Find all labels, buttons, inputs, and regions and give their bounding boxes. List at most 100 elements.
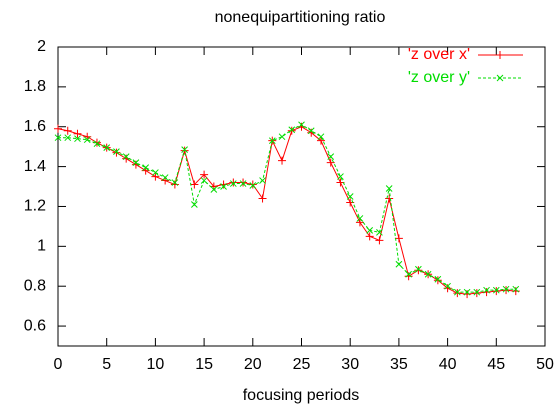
legend-label: 'z over y' <box>408 69 470 86</box>
point-marker <box>433 276 442 285</box>
point-marker <box>415 265 422 273</box>
point-marker <box>258 194 267 203</box>
point-marker <box>63 126 72 135</box>
y-tick-label: 1.6 <box>24 118 46 135</box>
series-line <box>58 124 516 293</box>
x-tick-label: 40 <box>439 356 457 373</box>
point-marker <box>327 153 335 160</box>
point-marker <box>511 287 520 296</box>
point-marker <box>307 127 315 135</box>
point-marker <box>317 133 325 141</box>
point-marker <box>152 169 159 176</box>
x-tick-label: 30 <box>341 356 359 373</box>
point-marker <box>259 177 266 184</box>
x-tick-label: 45 <box>487 356 505 373</box>
chart-title: nonequipartitioning ratio <box>215 9 386 26</box>
point-marker <box>316 136 325 145</box>
point-marker <box>190 180 199 189</box>
point-marker <box>502 286 511 295</box>
point-marker <box>113 148 120 156</box>
point-marker <box>220 183 227 190</box>
point-marker <box>356 215 364 222</box>
point-marker <box>472 289 481 298</box>
point-marker <box>385 194 394 203</box>
x-tick-label: 35 <box>390 356 408 373</box>
point-marker <box>249 182 257 189</box>
x-tick-label: 50 <box>536 356 554 373</box>
point-marker <box>64 134 72 142</box>
point-marker <box>483 286 490 294</box>
point-marker <box>142 164 150 171</box>
point-marker <box>453 288 461 296</box>
x-tick-label: 20 <box>244 356 262 373</box>
x-tick-label: 15 <box>195 356 213 373</box>
point-marker <box>54 124 62 133</box>
point-marker <box>83 136 91 144</box>
point-marker <box>181 146 188 154</box>
point-marker <box>365 232 374 241</box>
point-marker <box>103 144 111 152</box>
point-marker <box>298 121 305 129</box>
y-tick-label: 0.8 <box>24 277 46 294</box>
point-marker <box>229 178 238 187</box>
point-marker <box>404 272 413 281</box>
point-marker <box>453 289 462 298</box>
point-marker <box>492 286 500 294</box>
point-marker <box>278 156 287 165</box>
point-marker <box>414 266 423 275</box>
x-tick-label: 10 <box>147 356 165 373</box>
point-marker <box>191 201 198 208</box>
point-marker <box>297 122 306 131</box>
legend-marker <box>496 74 504 82</box>
point-marker <box>122 153 130 160</box>
point-marker <box>463 288 471 296</box>
point-marker <box>502 285 510 293</box>
point-marker <box>171 179 179 186</box>
point-marker <box>385 185 393 192</box>
y-tick-label: 2 <box>37 38 46 55</box>
point-marker <box>287 126 296 135</box>
point-marker <box>355 218 364 227</box>
point-marker <box>278 133 286 141</box>
point-marker <box>366 227 374 234</box>
point-marker <box>229 180 237 187</box>
point-marker <box>288 126 296 134</box>
legend-label: 'z over x' <box>408 46 470 63</box>
point-marker <box>405 270 412 278</box>
y-tick-label: 0.6 <box>24 317 46 334</box>
y-tick-label: 1.8 <box>24 78 46 95</box>
y-tick-label: 1.4 <box>24 158 46 175</box>
point-marker <box>200 170 209 179</box>
point-marker <box>200 177 208 184</box>
x-tick-label: 0 <box>54 356 63 373</box>
point-marker <box>492 287 501 296</box>
point-marker <box>248 180 257 189</box>
point-marker <box>473 288 481 296</box>
point-marker <box>444 282 451 290</box>
legend-marker <box>496 51 504 59</box>
point-marker <box>482 288 491 297</box>
point-marker <box>376 229 383 236</box>
point-marker <box>74 135 81 143</box>
point-marker <box>337 173 344 180</box>
point-marker <box>219 180 228 189</box>
point-marker <box>434 275 442 283</box>
point-marker <box>326 158 335 167</box>
x-tick-label: 25 <box>293 356 311 373</box>
point-marker <box>239 178 248 187</box>
point-marker <box>112 148 121 157</box>
point-marker <box>463 290 472 299</box>
plot-frame <box>57 46 546 347</box>
point-marker <box>54 134 62 142</box>
point-marker <box>395 260 403 268</box>
x-axis-label: focusing periods <box>243 387 360 404</box>
point-marker <box>151 172 160 181</box>
point-marker <box>161 174 169 181</box>
series-line <box>57 126 516 295</box>
point-marker <box>346 193 354 200</box>
point-marker <box>239 180 247 187</box>
point-marker <box>394 234 403 243</box>
y-tick-label: 1.2 <box>24 198 46 215</box>
point-marker <box>132 159 140 166</box>
